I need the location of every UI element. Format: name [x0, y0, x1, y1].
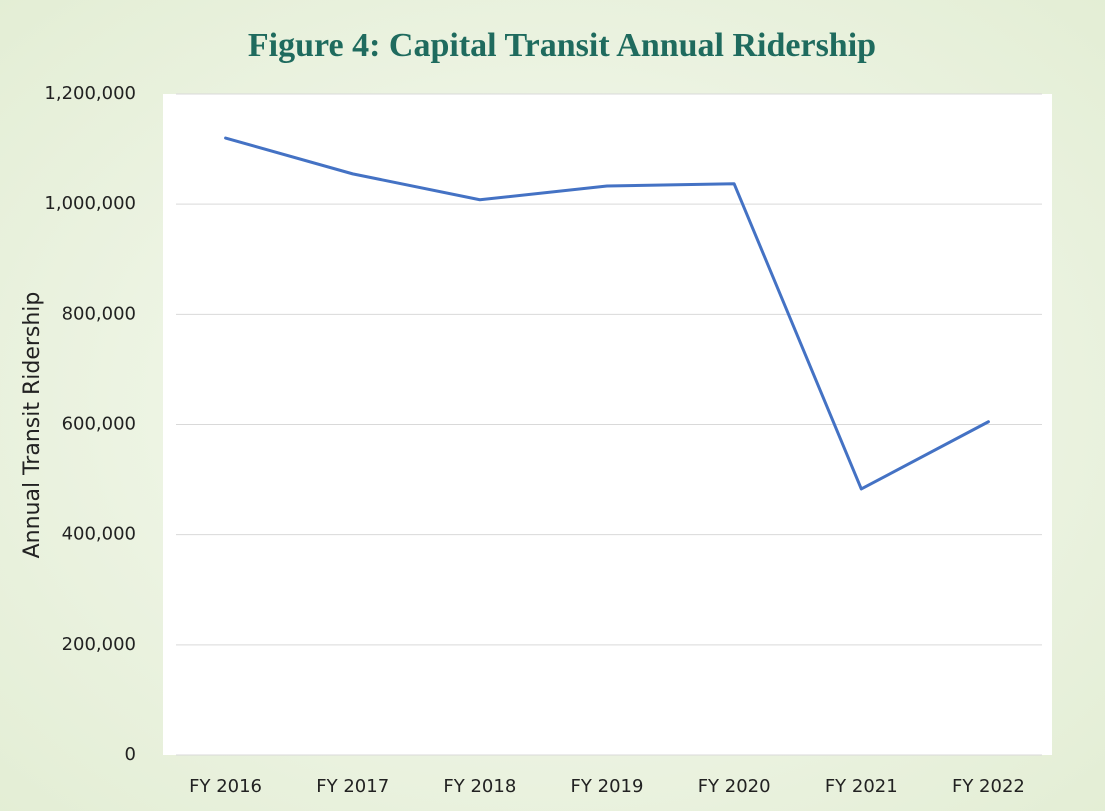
x-tick-label: FY 2019 — [571, 776, 644, 797]
y-tick-label: 800,000 — [62, 303, 136, 324]
y-tick-label: 1,000,000 — [44, 193, 136, 214]
y-tick-label: 600,000 — [62, 414, 136, 435]
x-tick-label: FY 2020 — [698, 776, 771, 797]
x-tick-label: FY 2017 — [316, 776, 389, 797]
y-tick-label: 400,000 — [62, 524, 136, 545]
y-tick-label: 1,200,000 — [44, 83, 136, 104]
chart-title: Figure 4: Capital Transit Annual Ridersh… — [248, 27, 876, 64]
x-tick-label: FY 2022 — [952, 776, 1025, 797]
x-tick-label: FY 2021 — [825, 776, 898, 797]
x-tick-label: FY 2018 — [443, 776, 516, 797]
y-axis-title: Annual Transit Ridership — [20, 292, 45, 559]
y-tick-label: 200,000 — [62, 634, 136, 655]
x-tick-label: FY 2016 — [189, 776, 262, 797]
data-line — [224, 136, 990, 491]
y-tick-label: 0 — [125, 744, 136, 765]
